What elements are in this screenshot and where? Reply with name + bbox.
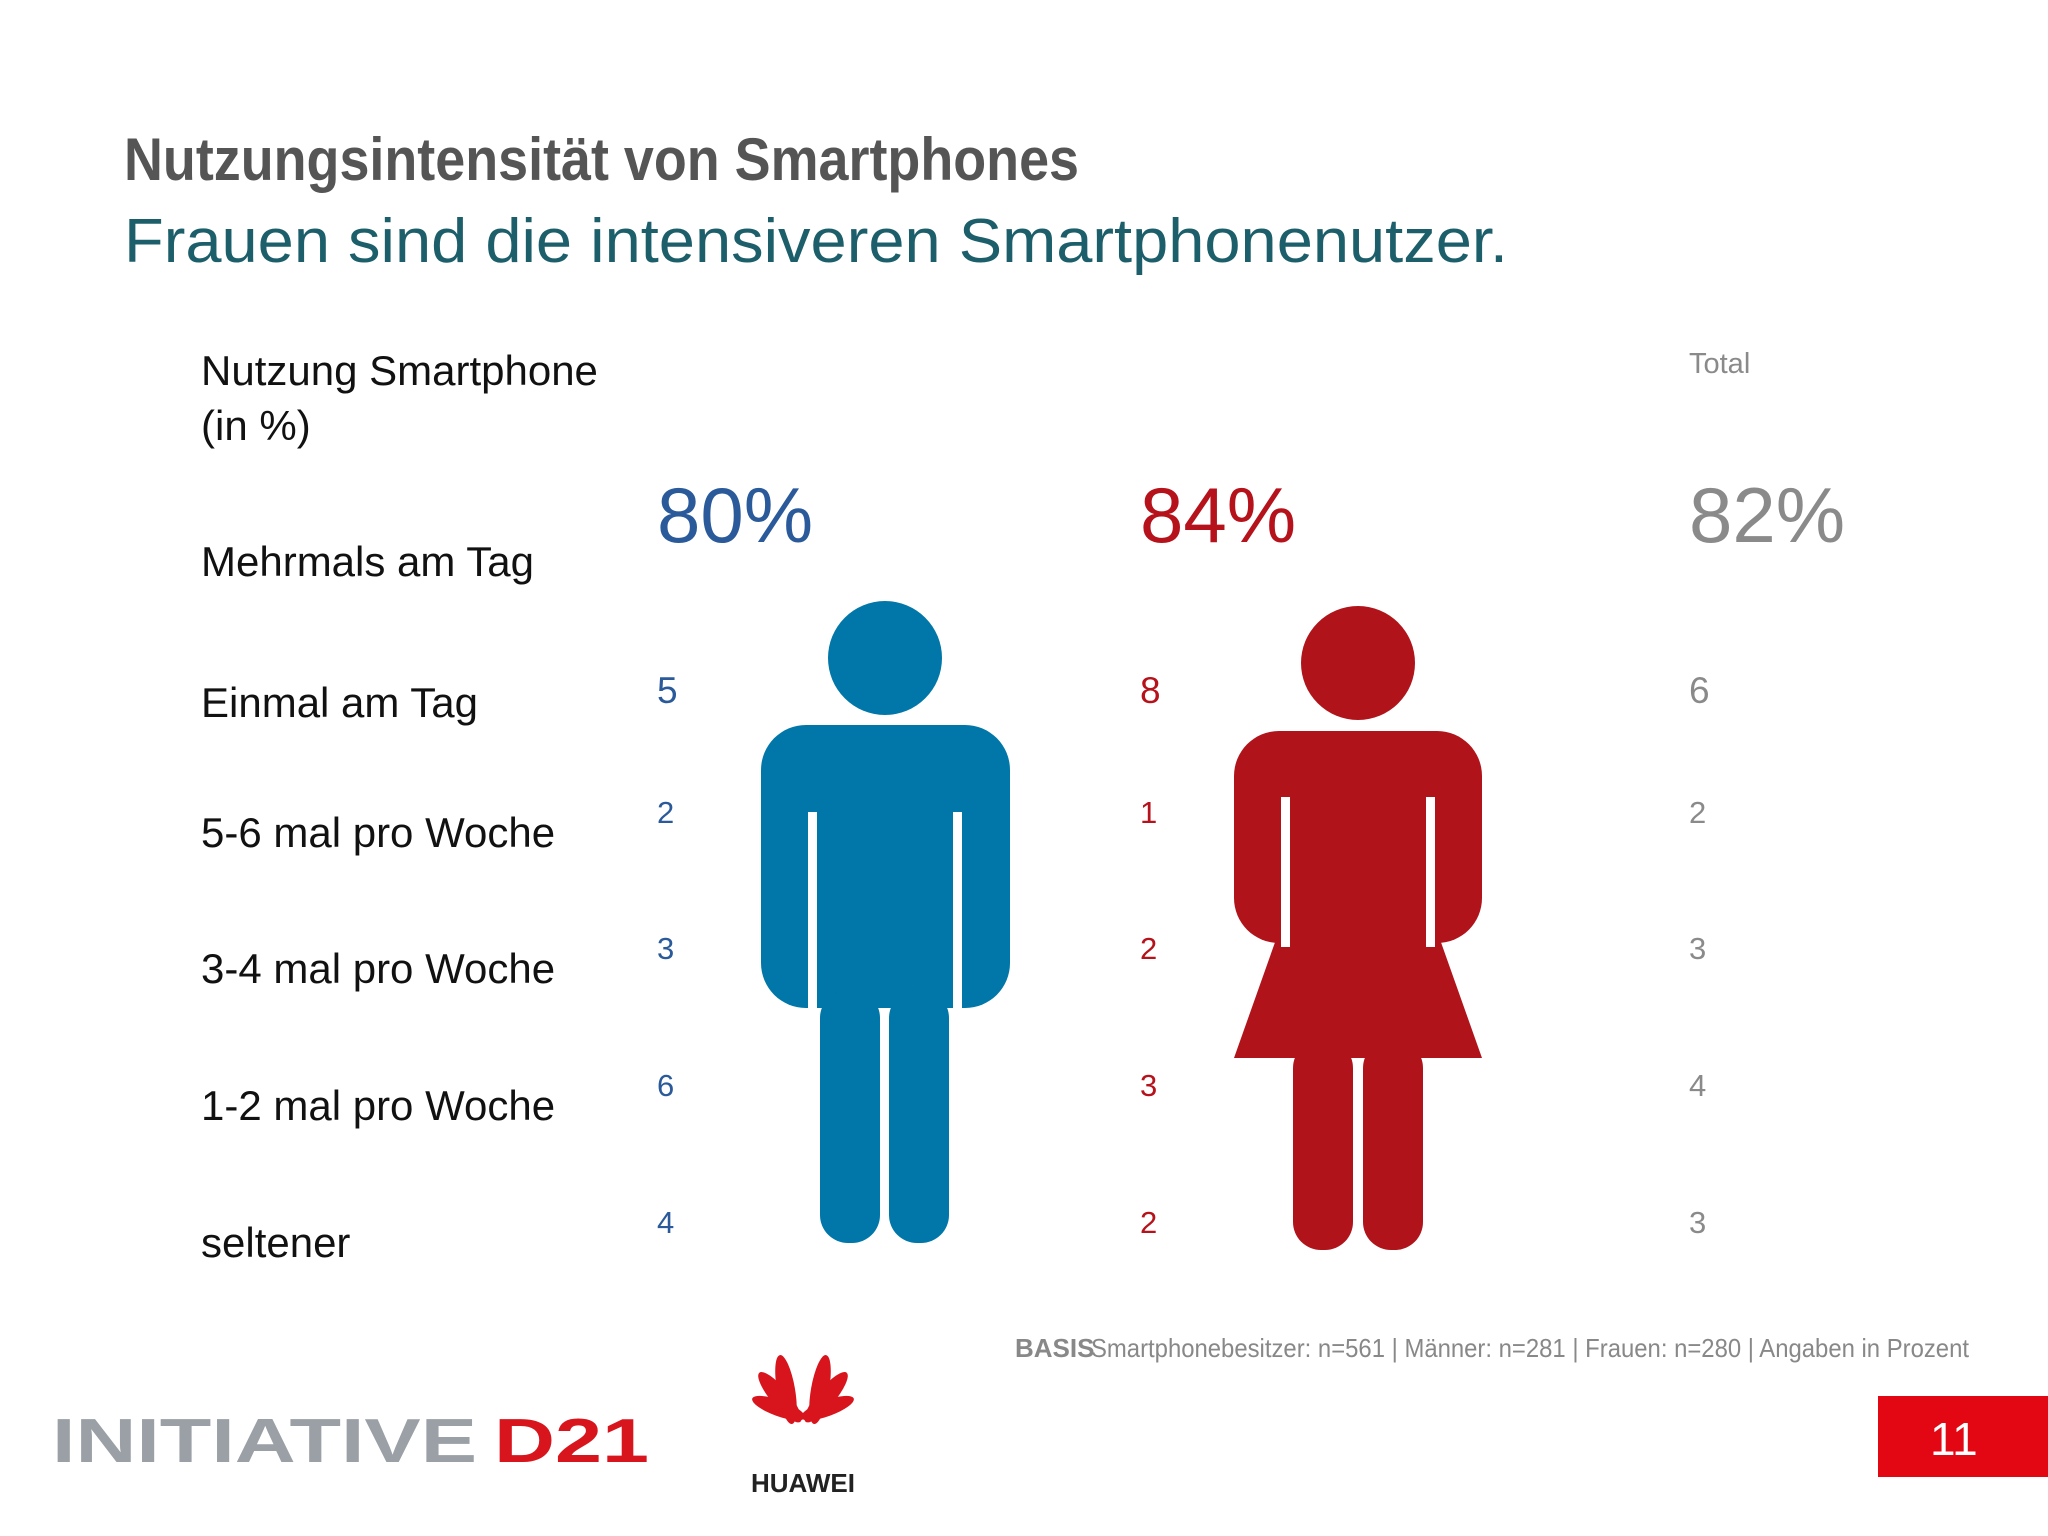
women-value: 2: [1140, 1205, 1157, 1240]
logo-huawei: HUAWEI: [751, 1468, 855, 1498]
men-value: 2: [657, 795, 674, 830]
huawei-logo: [752, 1355, 854, 1425]
total-value: 6: [1689, 670, 1710, 711]
woman-icon: [1234, 606, 1482, 1250]
total-value: 82%: [1689, 471, 1845, 559]
subtitle: Frauen sind die intensiveren Smartphonen…: [124, 207, 1508, 276]
row-label: 1-2 mal pro Woche: [201, 1082, 555, 1129]
page-number: 11: [1930, 1413, 1978, 1465]
men-value: 5: [657, 670, 678, 711]
total-value: 3: [1689, 931, 1706, 966]
table-heading: (in %): [201, 402, 311, 449]
row-label: 3-4 mal pro Woche: [201, 945, 555, 992]
rows: Mehrmals am Tag 80% 84% 82% Einmal am Tag 5 8 6…: [201, 471, 1845, 1266]
page-box: [1878, 1396, 2048, 1477]
women-value: 2: [1140, 931, 1157, 966]
basis-text: Smartphonebesitzer: n=561 | Männer: n=28…: [1091, 1333, 1970, 1363]
table-heading: Nutzung Smartphone: [201, 347, 598, 394]
men-value: 80%: [657, 471, 813, 559]
row-label: Mehrmals am Tag: [201, 538, 534, 585]
row-label: Einmal am Tag: [201, 679, 478, 726]
total-value: 4: [1689, 1068, 1706, 1103]
logo-d21: D21: [494, 1407, 649, 1476]
women-value: 1: [1140, 795, 1157, 830]
total-label: Total: [1689, 348, 1750, 380]
men-value: 3: [657, 931, 674, 966]
title: Nutzungsintensität von Smartphones: [124, 126, 1079, 193]
men-value: 6: [657, 1068, 674, 1103]
women-value: 84%: [1140, 471, 1296, 559]
row-label: 5-6 mal pro Woche: [201, 809, 555, 856]
total-value: 2: [1689, 795, 1706, 830]
men-value: 4: [657, 1205, 674, 1240]
basis-label: BASIS: [1015, 1333, 1094, 1363]
man-icon: [761, 601, 1010, 1243]
row-label: seltener: [201, 1219, 350, 1266]
women-value: 3: [1140, 1068, 1157, 1103]
logo-initiative: INITIATIVE: [52, 1407, 477, 1476]
total-value: 3: [1689, 1205, 1706, 1240]
women-value: 8: [1140, 670, 1161, 711]
